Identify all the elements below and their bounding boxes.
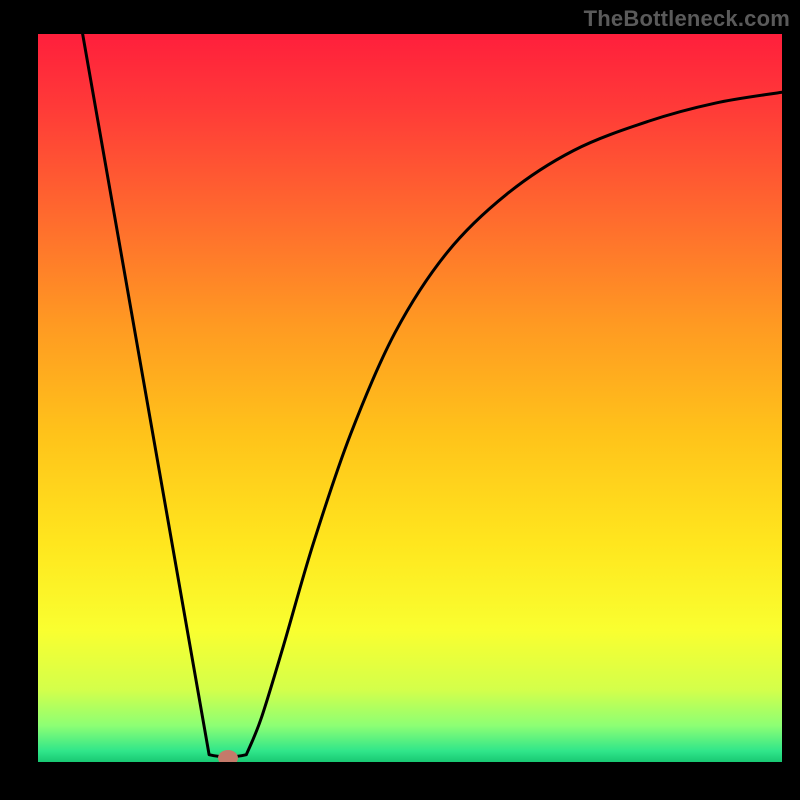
watermark-text: TheBottleneck.com <box>584 6 790 32</box>
optimal-point-marker <box>218 750 238 762</box>
bottleneck-curve <box>38 34 782 762</box>
plot-area <box>38 34 782 762</box>
curve-path <box>83 34 782 757</box>
